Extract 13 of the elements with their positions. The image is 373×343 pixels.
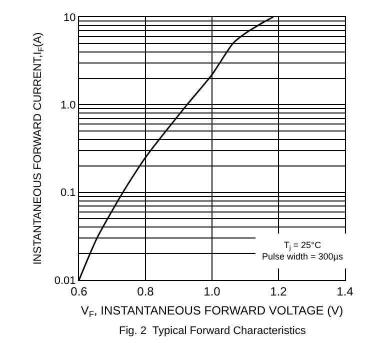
annotation: Pulse width = 300µs: [262, 252, 344, 262]
y-tick-label: 1.0: [60, 100, 76, 112]
x-tick-label: 1.2: [270, 284, 288, 298]
text: Fig. 2 Typical Forward Characteristics: [119, 325, 306, 337]
x-tick-label: 0.6: [70, 284, 88, 298]
x-tick-label: 1.4: [336, 284, 354, 298]
annotation: T$_{j}$ = 25°C: [284, 240, 322, 252]
y-tick-label: 10: [64, 12, 76, 24]
y-tick-label: 0.01: [54, 274, 76, 287]
x-axis-title: V$_{F}$, INSTANTANEOUS FORWARD VOLTAGE (V): [80, 303, 344, 319]
y-tick-label: 0.1: [60, 187, 76, 200]
x-tick-label: 1.0: [204, 284, 221, 298]
x-tick-label: 0.8: [137, 284, 154, 298]
